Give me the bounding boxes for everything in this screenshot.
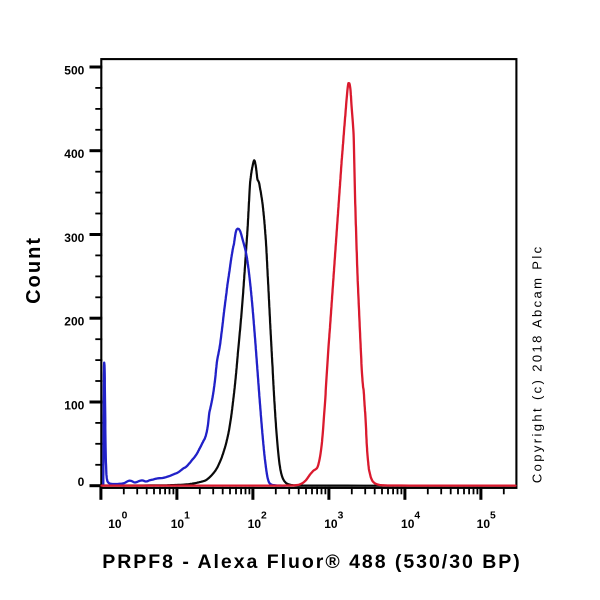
svg-text:300: 300 xyxy=(64,231,84,245)
svg-text:PRPF8 - Alexa Fluor® 488 (530/: PRPF8 - Alexa Fluor® 488 (530/30 BP) xyxy=(102,551,521,573)
svg-text:Count: Count xyxy=(23,236,45,304)
svg-text:500: 500 xyxy=(64,63,84,77)
svg-text:100: 100 xyxy=(64,398,84,412)
svg-text:0: 0 xyxy=(78,475,85,489)
svg-text:Copyright (c) 2018 Abcam Plc: Copyright (c) 2018 Abcam Plc xyxy=(530,244,545,483)
svg-text:400: 400 xyxy=(64,147,84,161)
svg-text:200: 200 xyxy=(64,315,84,329)
